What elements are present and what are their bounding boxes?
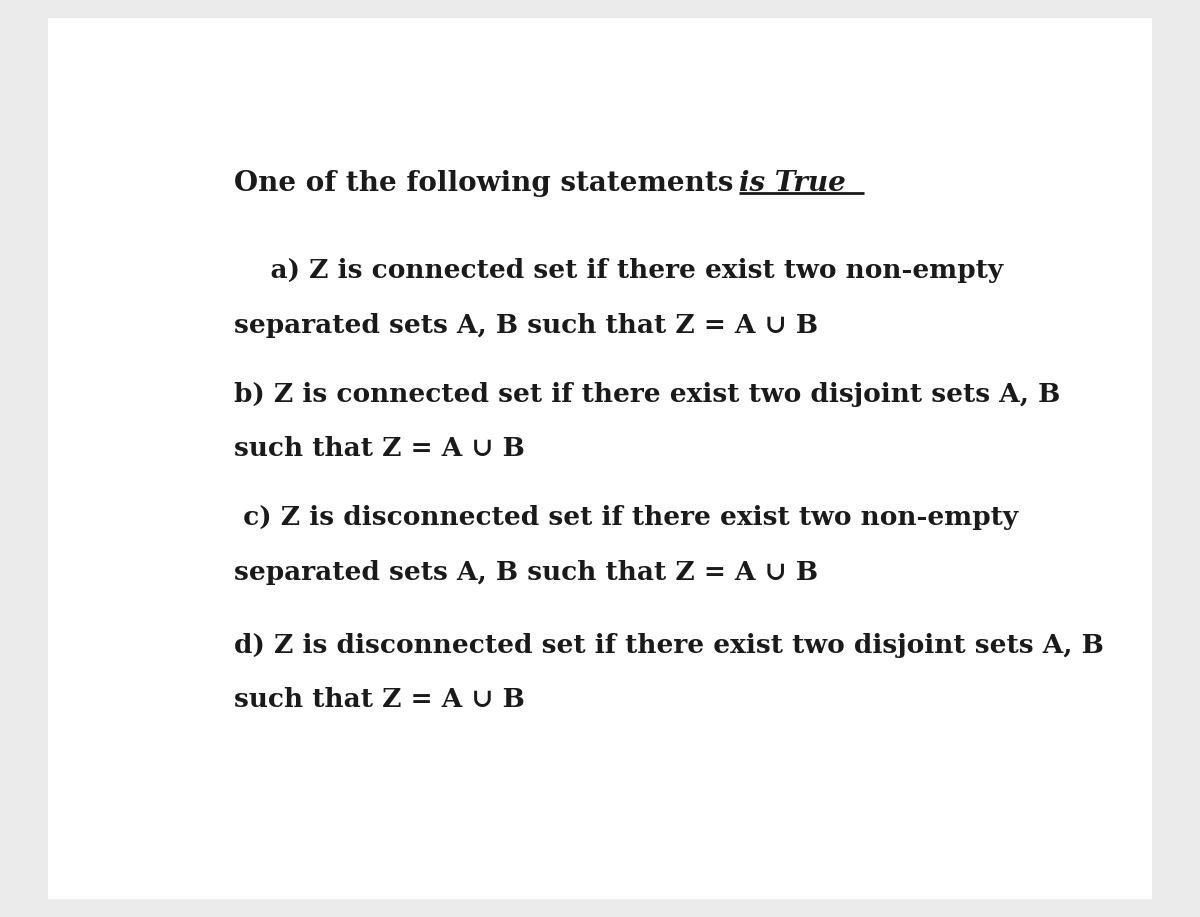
Text: such that Z = A ∪ B: such that Z = A ∪ B (234, 687, 524, 712)
Text: c) Z is disconnected set if there exist two non-empty: c) Z is disconnected set if there exist … (234, 505, 1018, 530)
Text: b) Z is connected set if there exist two disjoint sets A, B: b) Z is connected set if there exist two… (234, 381, 1060, 407)
Text: separated sets A, B such that Z = A ∪ B: separated sets A, B such that Z = A ∪ B (234, 559, 818, 585)
Text: a) Z is connected set if there exist two non-empty: a) Z is connected set if there exist two… (234, 259, 1003, 283)
Text: One of the following statements: One of the following statements (234, 170, 743, 197)
Text: d) Z is disconnected set if there exist two disjoint sets A, B: d) Z is disconnected set if there exist … (234, 633, 1104, 657)
Text: such that Z = A ∪ B: such that Z = A ∪ B (234, 436, 524, 461)
Text: separated sets A, B such that Z = A ∪ B: separated sets A, B such that Z = A ∪ B (234, 313, 818, 337)
Text: is True: is True (739, 170, 846, 197)
